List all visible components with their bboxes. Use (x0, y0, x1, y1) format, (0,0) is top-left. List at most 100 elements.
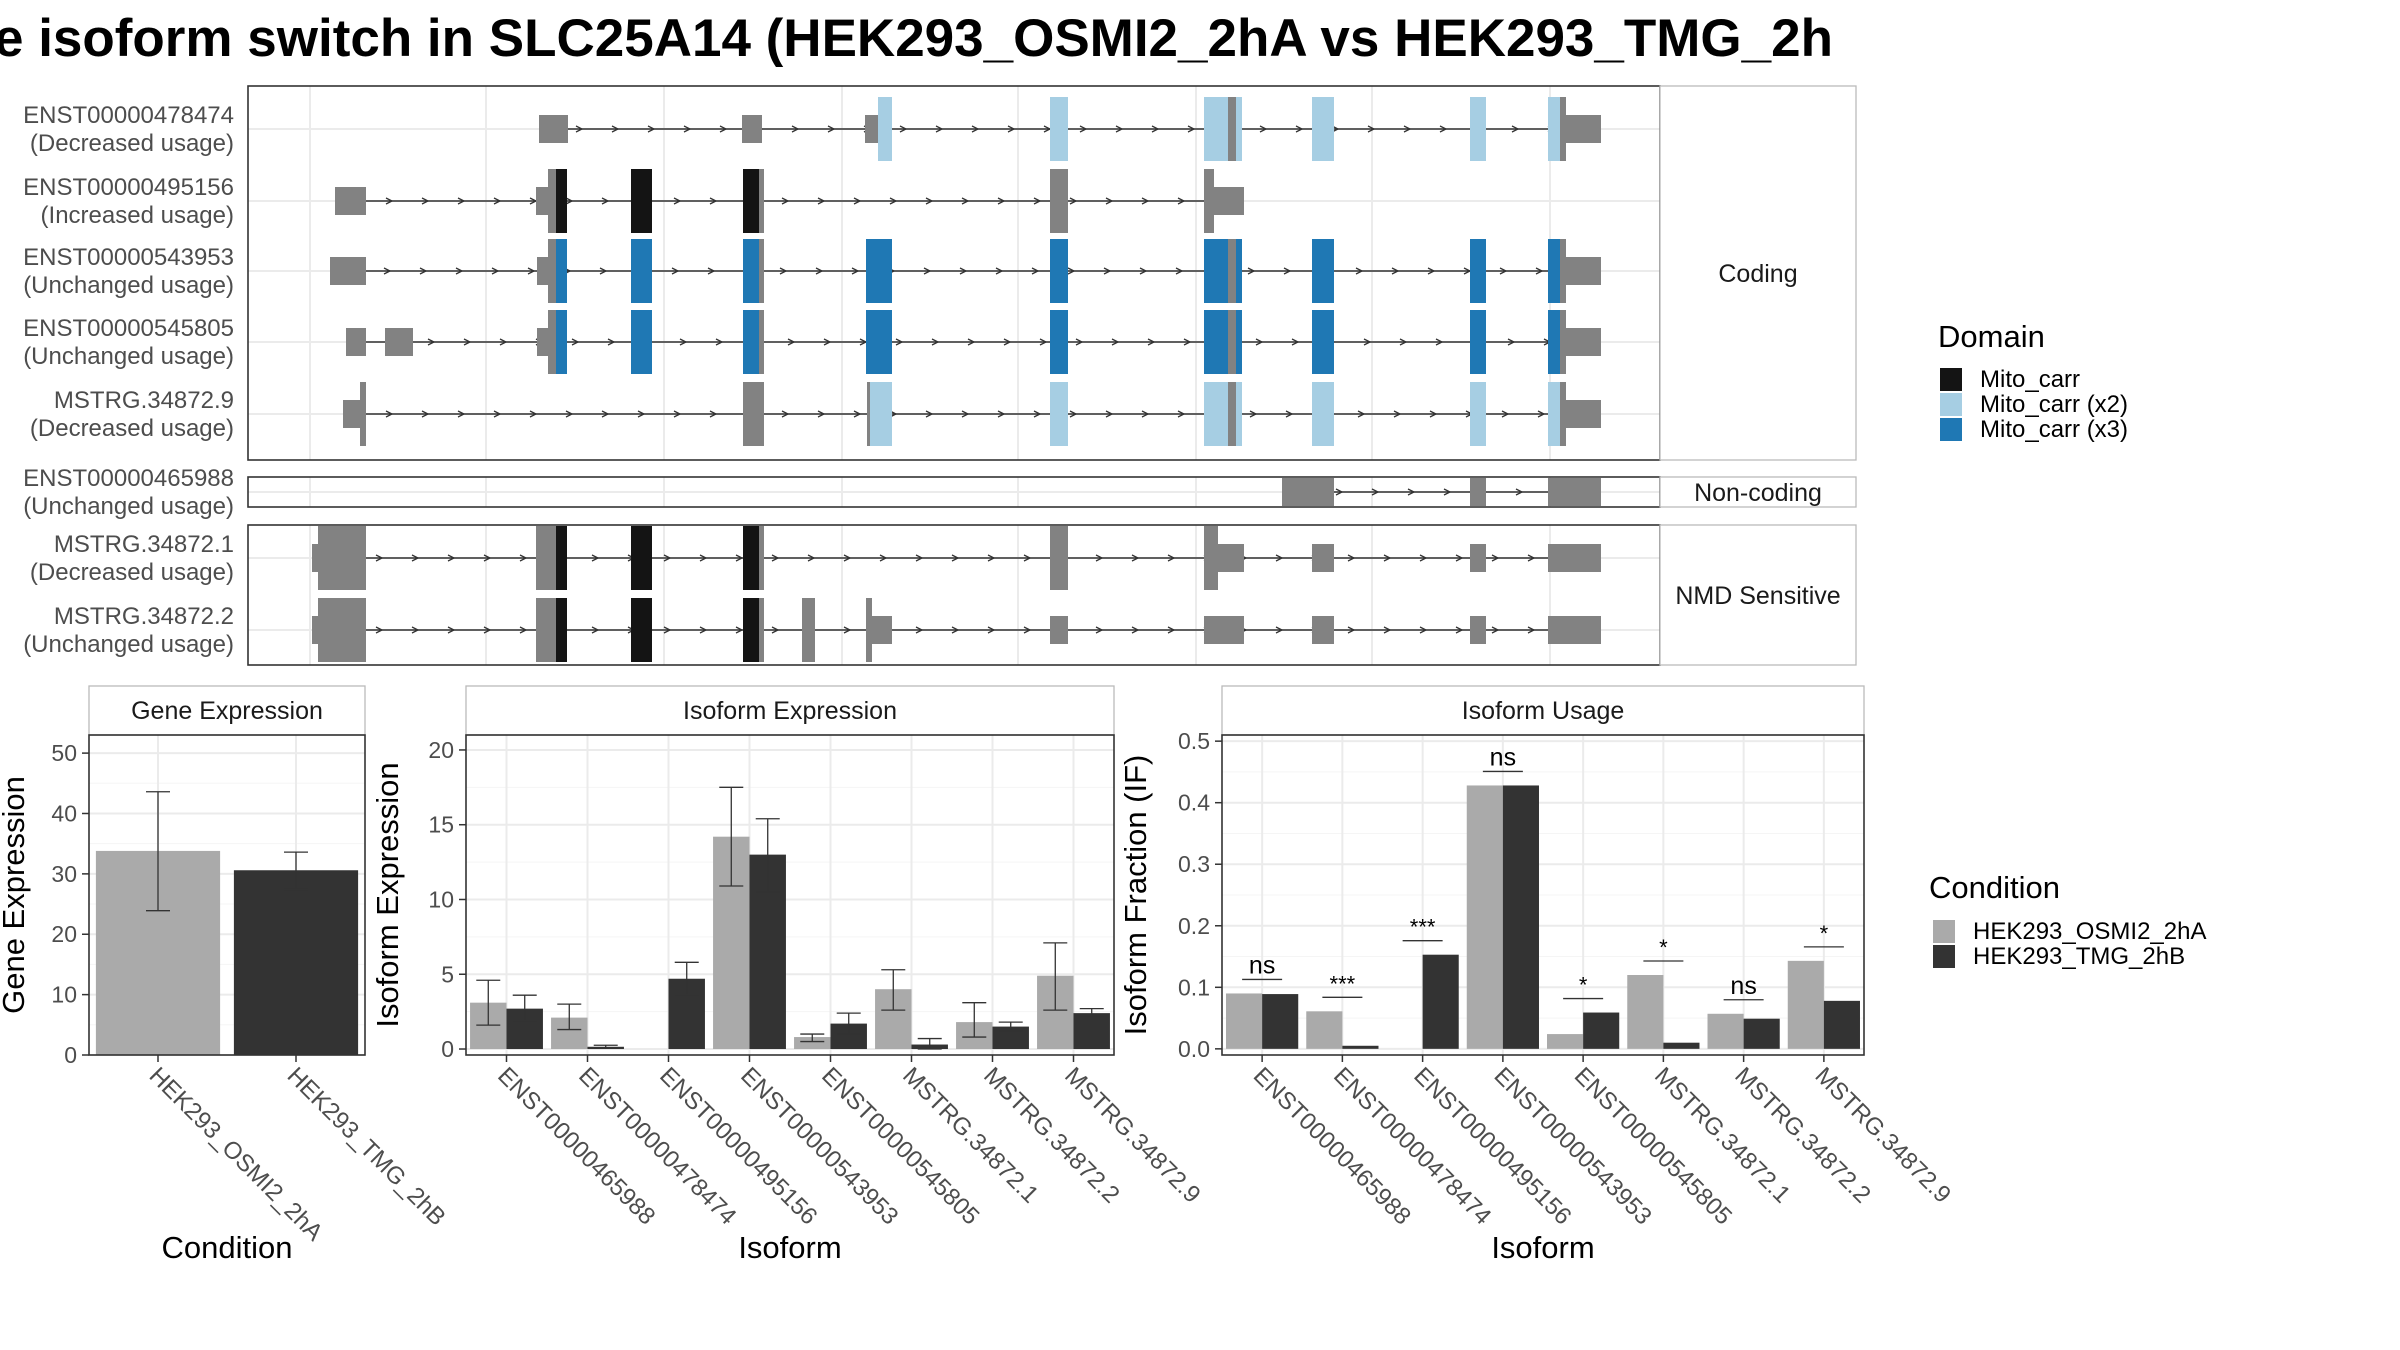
exon-block (1312, 616, 1334, 644)
direction-arrow (1141, 197, 1150, 205)
data-bar (1262, 994, 1299, 1049)
significance-label: ns (1490, 743, 1516, 771)
direction-arrow (457, 410, 466, 418)
transcript-id-label: ENST00000478474 (23, 102, 234, 129)
panel-strip-title: Gene Expression (131, 697, 323, 725)
plot-border (1221, 734, 1865, 1056)
direction-arrow (1419, 554, 1428, 562)
direction-arrow (1347, 554, 1356, 562)
exon-block (866, 239, 892, 303)
direction-arrow (611, 125, 620, 133)
panel-strip (465, 685, 1115, 736)
x-tick-label: ENST00000545805 (1569, 1062, 1737, 1230)
data-bar (1502, 785, 1539, 1049)
direction-arrow (1131, 554, 1140, 562)
direction-arrow (483, 626, 492, 634)
exon-block (631, 310, 652, 374)
group-strip-label: Coding (1718, 260, 1797, 288)
exon-block (631, 239, 652, 303)
direction-arrow (601, 410, 610, 418)
exon-block (548, 239, 556, 303)
data-bar (1306, 1011, 1343, 1049)
exon-block (312, 544, 318, 572)
direction-arrow (1167, 554, 1176, 562)
exon-block (866, 598, 872, 662)
direction-arrow (1187, 125, 1196, 133)
y-tick-label: 0.0 (1178, 1036, 1210, 1062)
direction-arrow (1511, 125, 1520, 133)
direction-arrow (709, 197, 718, 205)
exon-block (867, 382, 870, 446)
exon-block (537, 257, 548, 285)
data-bar (794, 1037, 831, 1050)
direction-arrow (719, 125, 728, 133)
exon-block (1282, 478, 1334, 506)
direction-arrow (493, 197, 502, 205)
x-tick-label: MSTRG.34872.2 (978, 1062, 1124, 1208)
direction-arrow (1371, 488, 1380, 496)
direction-arrow (1247, 267, 1256, 275)
exon-block (360, 382, 366, 446)
direction-arrow (637, 410, 646, 418)
direction-arrow (699, 554, 708, 562)
transcript-usage-label: (Increased usage) (41, 202, 234, 229)
x-tick-label: ENST00000478474 (573, 1062, 741, 1230)
transcript-id-label: MSTRG.34872.1 (54, 531, 234, 558)
data-bar (1342, 1045, 1379, 1049)
exon-block (759, 310, 764, 374)
domain-legend-label: Mito_carr (x2) (1980, 391, 2128, 418)
exon-block (556, 169, 567, 233)
exon-block (556, 239, 567, 303)
direction-arrow (1249, 410, 1258, 418)
exon-block (1312, 310, 1334, 374)
direction-arrow (899, 125, 908, 133)
direction-arrow (1023, 626, 1032, 634)
direction-arrow (1407, 488, 1416, 496)
data-bar (1583, 1012, 1620, 1049)
y-axis-title: Isoform Fraction (IF) (1118, 755, 1153, 1036)
direction-arrow (807, 554, 816, 562)
chart-panel: Isoform ExpressionENST00000465988ENST000… (370, 685, 1206, 1265)
data-bar (1787, 960, 1824, 1049)
direction-arrow (715, 338, 724, 346)
x-tick-label: ENST00000478474 (1328, 1062, 1496, 1230)
direction-arrow (529, 410, 538, 418)
direction-arrow (1291, 338, 1300, 346)
transcript-usage-label: (Decreased usage) (30, 130, 234, 157)
exon-block (1548, 478, 1601, 506)
group-strip-label: Non-coding (1694, 479, 1822, 507)
exon-block (1470, 616, 1486, 644)
exon-block (1214, 187, 1244, 215)
domain-legend-key (1940, 418, 1962, 441)
exon-block (385, 328, 413, 356)
exon-block (759, 239, 764, 303)
transcript-id-label: ENST00000465988 (23, 465, 234, 492)
direction-arrow (1023, 554, 1032, 562)
direction-arrow (707, 267, 716, 275)
exon-block (1204, 310, 1228, 374)
exon-block (1228, 310, 1236, 374)
direction-arrow (1347, 626, 1356, 634)
structure-panel-bg (248, 86, 1660, 460)
data-bar (992, 1026, 1029, 1050)
panel-strip-title: Isoform Usage (1462, 697, 1625, 725)
direction-arrow (519, 554, 528, 562)
direction-arrow (1491, 554, 1500, 562)
exon-block (1548, 382, 1560, 446)
direction-arrow (817, 410, 826, 418)
exon-block (318, 526, 366, 590)
transcript-id-label: ENST00000543953 (23, 244, 234, 271)
significance-label: * (1820, 921, 1829, 946)
exon-block (556, 526, 567, 590)
exon-block (1548, 239, 1560, 303)
direction-arrow (879, 554, 888, 562)
transcript-id-label: ENST00000545805 (23, 315, 234, 342)
direction-arrow (1515, 488, 1524, 496)
exon-block (865, 115, 878, 143)
direction-arrow (1367, 125, 1376, 133)
direction-arrow (931, 338, 940, 346)
transcript-usage-label: (Unchanged usage) (23, 631, 234, 658)
direction-arrow (823, 338, 832, 346)
panel-strip-title: Isoform Expression (683, 697, 897, 725)
direction-arrow (1095, 626, 1104, 634)
